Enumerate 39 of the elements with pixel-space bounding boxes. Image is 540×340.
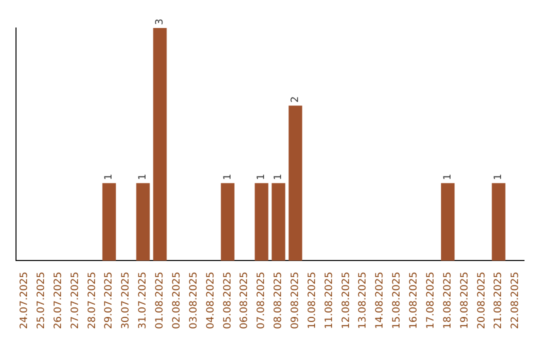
- x-tick-label: 31.07.2025: [138, 272, 149, 330]
- x-tick-label: 26.07.2025: [52, 272, 64, 330]
- x-tick-label: 08.08.2025: [273, 272, 284, 330]
- x-tick-label: 28.07.2025: [86, 272, 98, 330]
- x-tick-label: 14.08.2025: [374, 272, 386, 330]
- data-label: 2: [290, 96, 301, 103]
- x-tick-label: 01.08.2025: [154, 272, 166, 330]
- x-tick-label: 19.08.2025: [459, 272, 470, 330]
- x-tick-label: 02.08.2025: [171, 272, 182, 330]
- data-label: 1: [104, 174, 115, 180]
- data-label: 1: [138, 174, 149, 180]
- x-tick-label: 22.08.2025: [510, 272, 522, 330]
- x-tick-label: 24.07.2025: [19, 272, 30, 330]
- x-tick-label: 12.08.2025: [340, 272, 352, 330]
- x-tick-label: 13.08.2025: [358, 272, 369, 330]
- x-tick-label: 20.08.2025: [476, 272, 488, 330]
- x-tick-label: 25.07.2025: [36, 272, 47, 330]
- x-tick-label: 06.08.2025: [239, 272, 250, 330]
- x-tick-label: 16.08.2025: [408, 272, 420, 330]
- x-tick-label: 03.08.2025: [188, 272, 200, 330]
- data-label: 1: [256, 174, 268, 180]
- x-tick-label: 30.07.2025: [120, 272, 132, 330]
- x-tick-label: 18.08.2025: [442, 272, 454, 330]
- data-label: 1: [493, 174, 504, 180]
- x-tick-label: 04.08.2025: [205, 272, 216, 330]
- data-label: 3: [154, 18, 166, 25]
- data-label: 1: [442, 174, 454, 180]
- x-tick-label: 17.08.2025: [425, 272, 436, 330]
- data-label: 1: [273, 174, 284, 180]
- x-tick-label: 29.07.2025: [104, 272, 115, 330]
- x-tick-label: 21.08.2025: [493, 272, 504, 330]
- x-tick-label: 10.08.2025: [306, 272, 318, 330]
- x-tick-label: 05.08.2025: [222, 272, 234, 330]
- x-tick-label: 15.08.2025: [392, 272, 403, 330]
- x-tick-label: 09.08.2025: [290, 272, 301, 330]
- x-tick-label: 27.07.2025: [70, 272, 81, 330]
- x-tick-label: 11.08.2025: [324, 272, 335, 330]
- data-label: 1: [222, 174, 234, 180]
- x-tick-label: 07.08.2025: [256, 272, 268, 330]
